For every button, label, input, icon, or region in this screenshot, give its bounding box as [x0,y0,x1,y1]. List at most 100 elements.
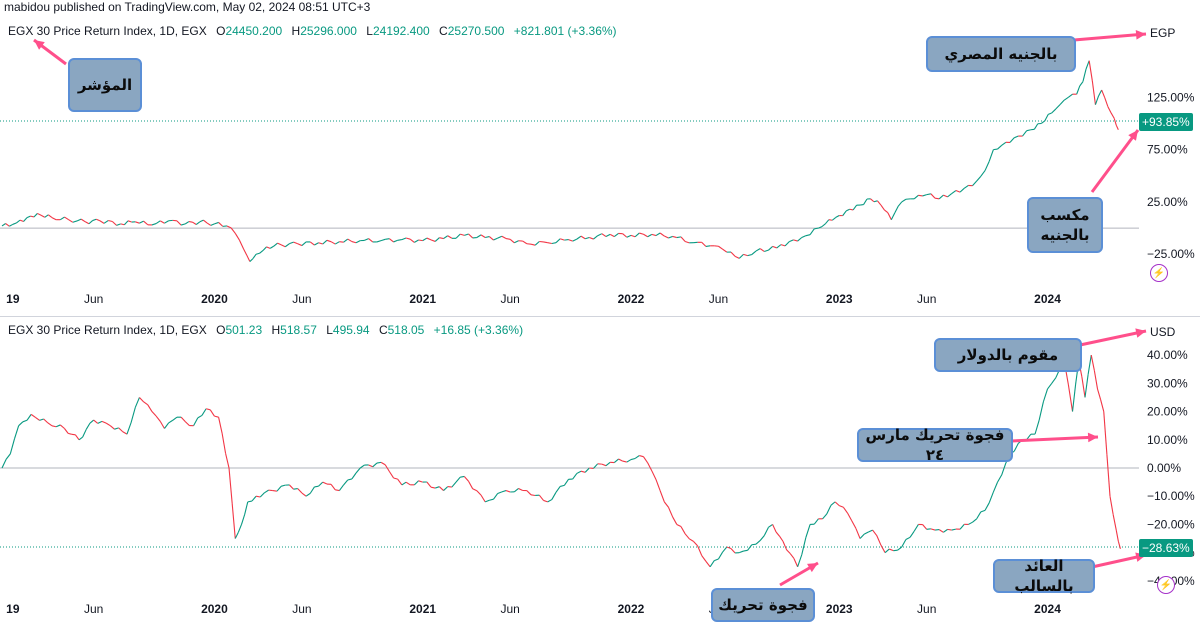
price-segment [410,239,414,242]
price-segment [914,195,918,198]
x-tick-label: Jun [84,292,103,306]
legend-open: 24450.200 [225,24,282,38]
price-segment [664,236,668,238]
price-segment [731,252,735,256]
price-segment [564,240,568,241]
price-segment [314,243,318,245]
price-segment [1083,69,1086,82]
price-segment [577,471,581,473]
price-segment [906,537,910,539]
price-segment [164,423,168,429]
price-segment [668,507,672,517]
price-segment [702,242,706,246]
price-segment [242,515,245,525]
price-segment [48,215,52,218]
price-segment [81,219,85,222]
price-segment [891,213,894,220]
price-segment [207,223,211,225]
price-segment [135,397,139,407]
price-segment [798,555,802,567]
price-segment [627,235,631,237]
price-segment [793,240,797,241]
price-segment [452,482,456,487]
price-segment [250,259,253,262]
price-segment [677,524,681,526]
price-segment [263,247,266,251]
price-segment [870,199,873,202]
legend-low: 495.94 [333,323,370,337]
lightning-icon[interactable]: ⚡ [1150,264,1168,282]
price-segment [631,458,635,459]
price-segment [439,238,443,239]
price-segment [810,229,814,235]
legend-high: 25296.000 [300,24,357,38]
price-segment [656,233,660,236]
price-segment [274,243,278,246]
x-tick-label: 2020 [201,292,228,306]
price-segment [831,502,835,505]
chart-panel-usd[interactable]: 40.00%30.00%20.00%10.00%0.00%−10.00%−20.… [0,316,1200,623]
price-segment [823,514,827,519]
price-segment [822,224,825,227]
price-segment [277,243,281,245]
x-tick-label: 2021 [409,292,436,306]
price-segment [780,536,783,541]
price-segment [93,219,97,220]
price-segment [1052,378,1056,384]
price-segment [981,510,985,512]
price-segment [502,491,506,492]
price-segment [923,525,927,530]
price-segment [1104,412,1107,455]
price-segment [485,500,489,502]
price-segment [898,547,902,550]
price-segment [960,188,964,192]
price-segment [398,479,402,485]
price-segment [112,221,116,225]
price-segment [456,477,460,482]
price-segment [1101,400,1104,412]
price-segment [1023,131,1027,136]
price-segment [485,237,489,238]
x-tick-label: Jun [84,602,103,616]
price-segment [602,234,606,237]
price-segment [952,529,956,530]
price-segment [790,554,794,559]
legend-high: 518.57 [280,323,317,337]
price-segment [973,181,977,186]
last-value-tag-usd: −28.63% [1139,539,1193,557]
price-segment [498,236,502,238]
price-segment [20,220,23,221]
price-segment [502,236,506,238]
price-segment [1098,389,1101,400]
price-segment [681,527,685,534]
price-segment [660,491,664,502]
price-segment [414,240,418,242]
price-segment [79,437,83,440]
price-segment [1099,90,1102,96]
price-segment [123,432,127,434]
price-segment [314,486,318,487]
price-segment [727,547,731,548]
arrow-egp [1074,34,1146,40]
price-segment [344,239,348,242]
currency-label-usd: USD [1150,325,1175,339]
price-segment [902,539,906,547]
price-segment [181,417,185,421]
price-segment [64,217,68,220]
price-segment [787,550,791,554]
x-tick-label: 19 [6,292,20,306]
price-segment [494,493,498,499]
legend-change: +16.85 (+3.36%) [434,323,523,337]
x-tick-label: Jun [292,602,311,616]
price-segment [768,246,772,250]
price-segment [77,219,81,221]
price-segment [289,485,293,489]
price-segment [1073,384,1076,411]
price-segment [1010,138,1014,143]
lightning-icon[interactable]: ⚡ [1157,576,1175,594]
price-segment [431,487,435,488]
price-segment [419,481,423,482]
price-segment [631,235,635,236]
price-segment [673,236,677,237]
